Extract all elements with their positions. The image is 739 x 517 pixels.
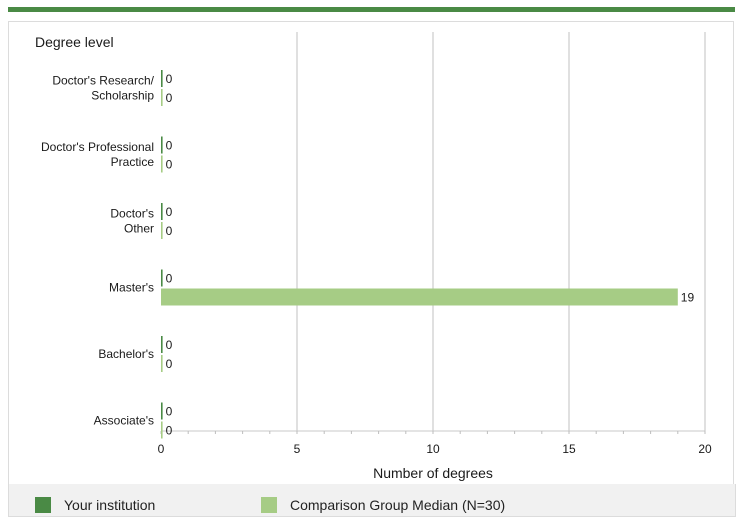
data-label-series0-cat5: 0: [166, 405, 173, 419]
bar-series0-cat5: [161, 402, 163, 420]
y-category-label-3-0: Master's: [109, 281, 154, 295]
data-label-series1-cat2: 0: [166, 224, 173, 238]
bar-series1-cat3: [161, 288, 678, 306]
legend-swatch-comparison-median: [261, 497, 277, 513]
data-label-series1-cat1: 0: [166, 158, 173, 172]
y-category-label-2-0: Doctor's: [110, 207, 154, 221]
bar-series0-cat4: [161, 336, 163, 353]
legend-item-comparison-median: Comparison Group Median (N=30): [261, 495, 505, 515]
bar-series1-cat2: [161, 222, 163, 239]
y-category-label-4-0: Bachelor's: [98, 347, 154, 361]
data-label-series1-cat5: 0: [166, 424, 173, 438]
chart-panel: 0 5 10 15 20 Number of degrees Degree level Doc…: [8, 21, 734, 486]
x-tick-label-3: 15: [562, 442, 576, 456]
bar-chart: 0 5 10 15 20 Number of degrees Degree level Doc…: [35, 32, 712, 481]
legend-swatch-your-institution: [35, 497, 51, 513]
y-category-label-1-1: Practice: [111, 155, 155, 169]
bar-series1-cat0: [161, 89, 163, 106]
data-label-series0-cat4: 0: [166, 338, 173, 352]
bar-series0-cat0: [161, 70, 163, 87]
x-tick-label-2: 10: [426, 442, 440, 456]
y-category-label-0-0: Doctor's Research/: [52, 74, 154, 88]
y-category-label-2-1: Other: [124, 222, 154, 236]
bar-series0-cat1: [161, 136, 163, 154]
x-tick-label-4: 20: [698, 442, 712, 456]
bar-series1-cat4: [161, 355, 163, 372]
bar-series1-cat1: [161, 155, 163, 173]
x-tick-label-1: 5: [294, 442, 301, 456]
y-axis-title: Degree level: [35, 34, 114, 50]
x-axis-title: Number of degrees: [373, 465, 493, 481]
data-label-series1-cat4: 0: [166, 357, 173, 371]
x-tick-label-0: 0: [158, 442, 165, 456]
data-label-series1-cat0: 0: [166, 91, 173, 105]
y-category-label-0-1: Scholarship: [91, 89, 154, 103]
data-label-series0-cat3: 0: [166, 272, 173, 286]
bar-series0-cat3: [161, 269, 163, 287]
data-label-series0-cat0: 0: [166, 72, 173, 86]
data-label-series0-cat2: 0: [166, 205, 173, 219]
legend-label-comparison-median: Comparison Group Median (N=30): [290, 497, 506, 513]
data-label-series1-cat3: 19: [681, 291, 695, 305]
legend-label-your-institution: Your institution: [64, 497, 156, 513]
bar-series1-cat5: [161, 421, 163, 439]
header-band: [8, 7, 735, 12]
legend: Your institution Comparison Group Median…: [8, 484, 736, 517]
bar-series0-cat2: [161, 203, 163, 220]
y-category-label-5-0: Associate's: [94, 414, 154, 428]
legend-item-your-institution: Your institution: [35, 495, 155, 515]
data-label-series0-cat1: 0: [166, 139, 173, 153]
y-category-label-1-0: Doctor's Professional: [41, 140, 154, 154]
